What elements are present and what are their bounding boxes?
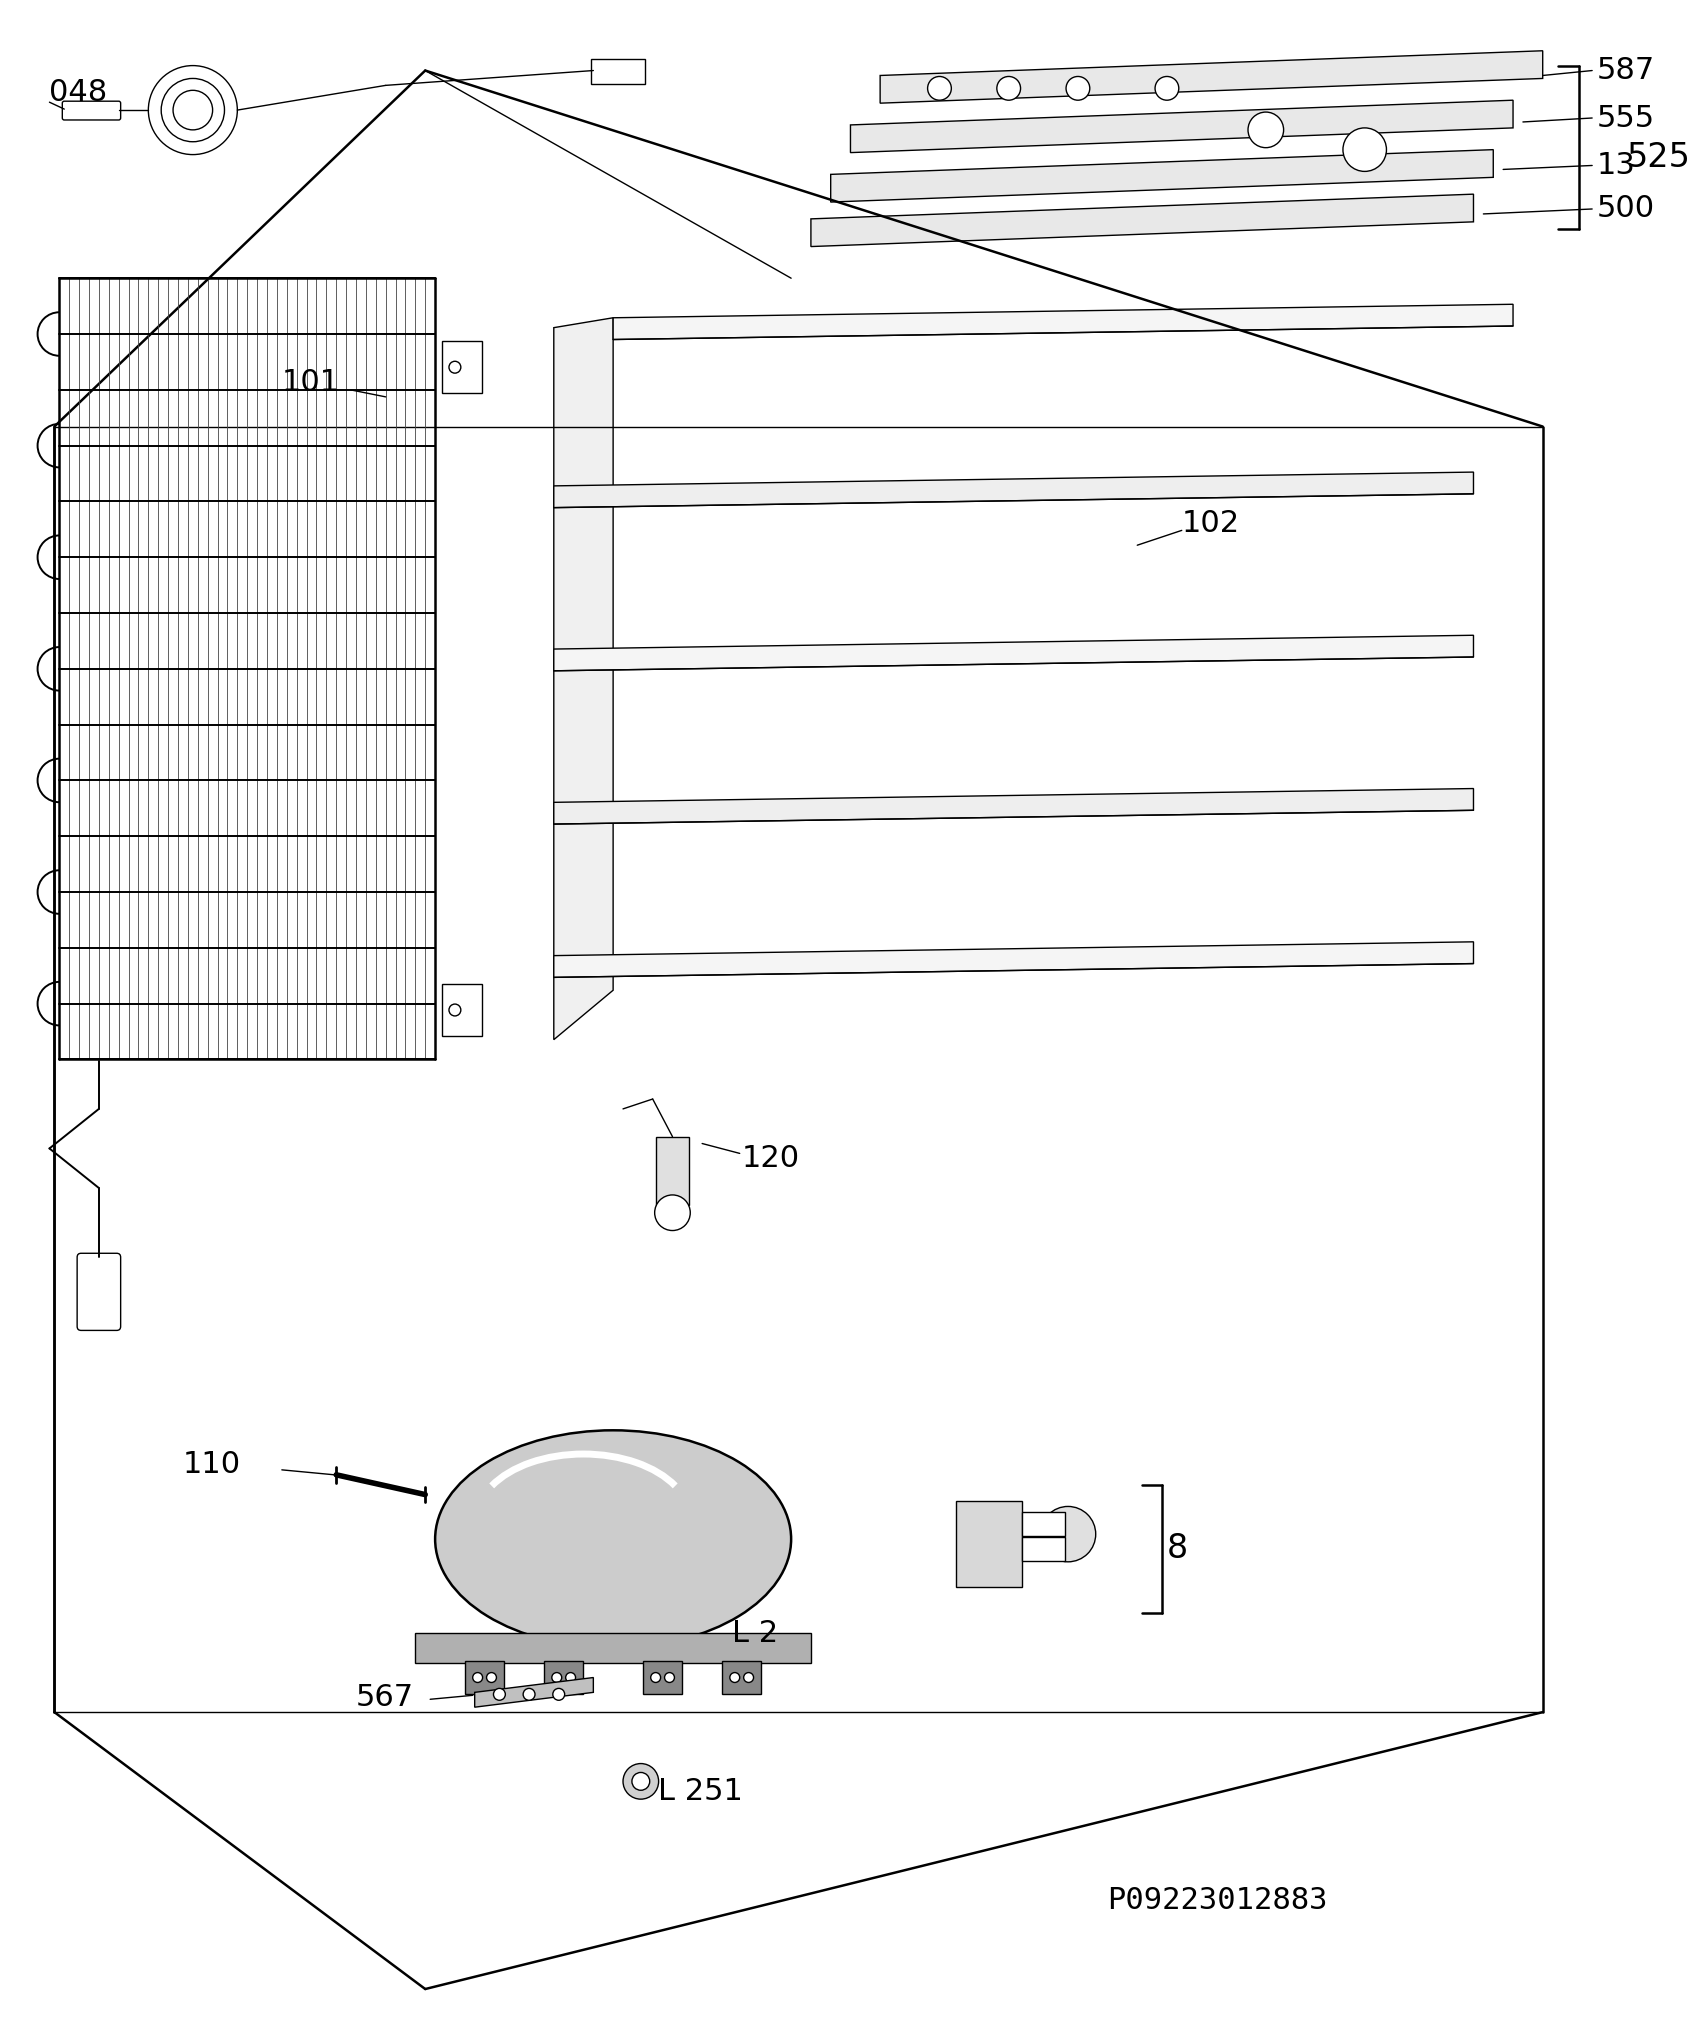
Polygon shape (812, 194, 1474, 247)
Polygon shape (475, 1677, 593, 1708)
Text: 587: 587 (1598, 57, 1656, 85)
Circle shape (997, 77, 1020, 101)
Circle shape (554, 1688, 565, 1700)
Text: 525: 525 (1627, 141, 1691, 174)
FancyBboxPatch shape (465, 1661, 504, 1694)
FancyBboxPatch shape (441, 342, 482, 392)
Polygon shape (554, 473, 1474, 507)
Circle shape (1041, 1506, 1095, 1562)
Circle shape (655, 1194, 691, 1231)
Polygon shape (416, 1633, 812, 1663)
FancyBboxPatch shape (591, 59, 645, 85)
FancyBboxPatch shape (644, 1661, 683, 1694)
Circle shape (1343, 127, 1387, 172)
Circle shape (1066, 77, 1090, 101)
FancyBboxPatch shape (1022, 1538, 1065, 1560)
Circle shape (552, 1673, 562, 1681)
FancyBboxPatch shape (543, 1661, 584, 1694)
Polygon shape (554, 317, 613, 1039)
Polygon shape (880, 51, 1543, 103)
Circle shape (565, 1673, 576, 1681)
Text: 101: 101 (282, 368, 340, 396)
Text: 13: 13 (1598, 152, 1635, 180)
Circle shape (494, 1688, 506, 1700)
Circle shape (623, 1764, 659, 1799)
Polygon shape (554, 635, 1474, 671)
Polygon shape (830, 150, 1493, 202)
FancyBboxPatch shape (1022, 1512, 1065, 1536)
Text: 567: 567 (357, 1683, 414, 1712)
Text: L 2: L 2 (732, 1619, 778, 1647)
FancyBboxPatch shape (63, 101, 121, 119)
Circle shape (927, 77, 951, 101)
FancyBboxPatch shape (441, 984, 482, 1035)
FancyBboxPatch shape (655, 1136, 689, 1205)
Circle shape (664, 1673, 674, 1681)
Text: P09223012883: P09223012883 (1107, 1886, 1328, 1914)
Text: 8: 8 (1167, 1532, 1189, 1566)
Polygon shape (613, 305, 1513, 340)
Ellipse shape (435, 1431, 791, 1647)
Text: 110: 110 (183, 1451, 241, 1479)
Circle shape (632, 1772, 650, 1791)
FancyBboxPatch shape (76, 1253, 121, 1330)
Text: 500: 500 (1598, 194, 1656, 224)
Circle shape (744, 1673, 754, 1681)
Circle shape (523, 1688, 535, 1700)
FancyBboxPatch shape (956, 1502, 1022, 1586)
Text: 048: 048 (49, 77, 107, 107)
Polygon shape (851, 101, 1513, 154)
Circle shape (1248, 111, 1284, 148)
FancyBboxPatch shape (722, 1661, 761, 1694)
Circle shape (650, 1673, 661, 1681)
Polygon shape (554, 788, 1474, 825)
Text: L 251: L 251 (657, 1776, 742, 1805)
Circle shape (1155, 77, 1178, 101)
Text: 555: 555 (1598, 103, 1656, 133)
Circle shape (730, 1673, 740, 1681)
Polygon shape (554, 942, 1474, 978)
Text: 120: 120 (742, 1144, 800, 1172)
Text: 102: 102 (1182, 509, 1240, 538)
Circle shape (487, 1673, 496, 1681)
Circle shape (472, 1673, 482, 1681)
